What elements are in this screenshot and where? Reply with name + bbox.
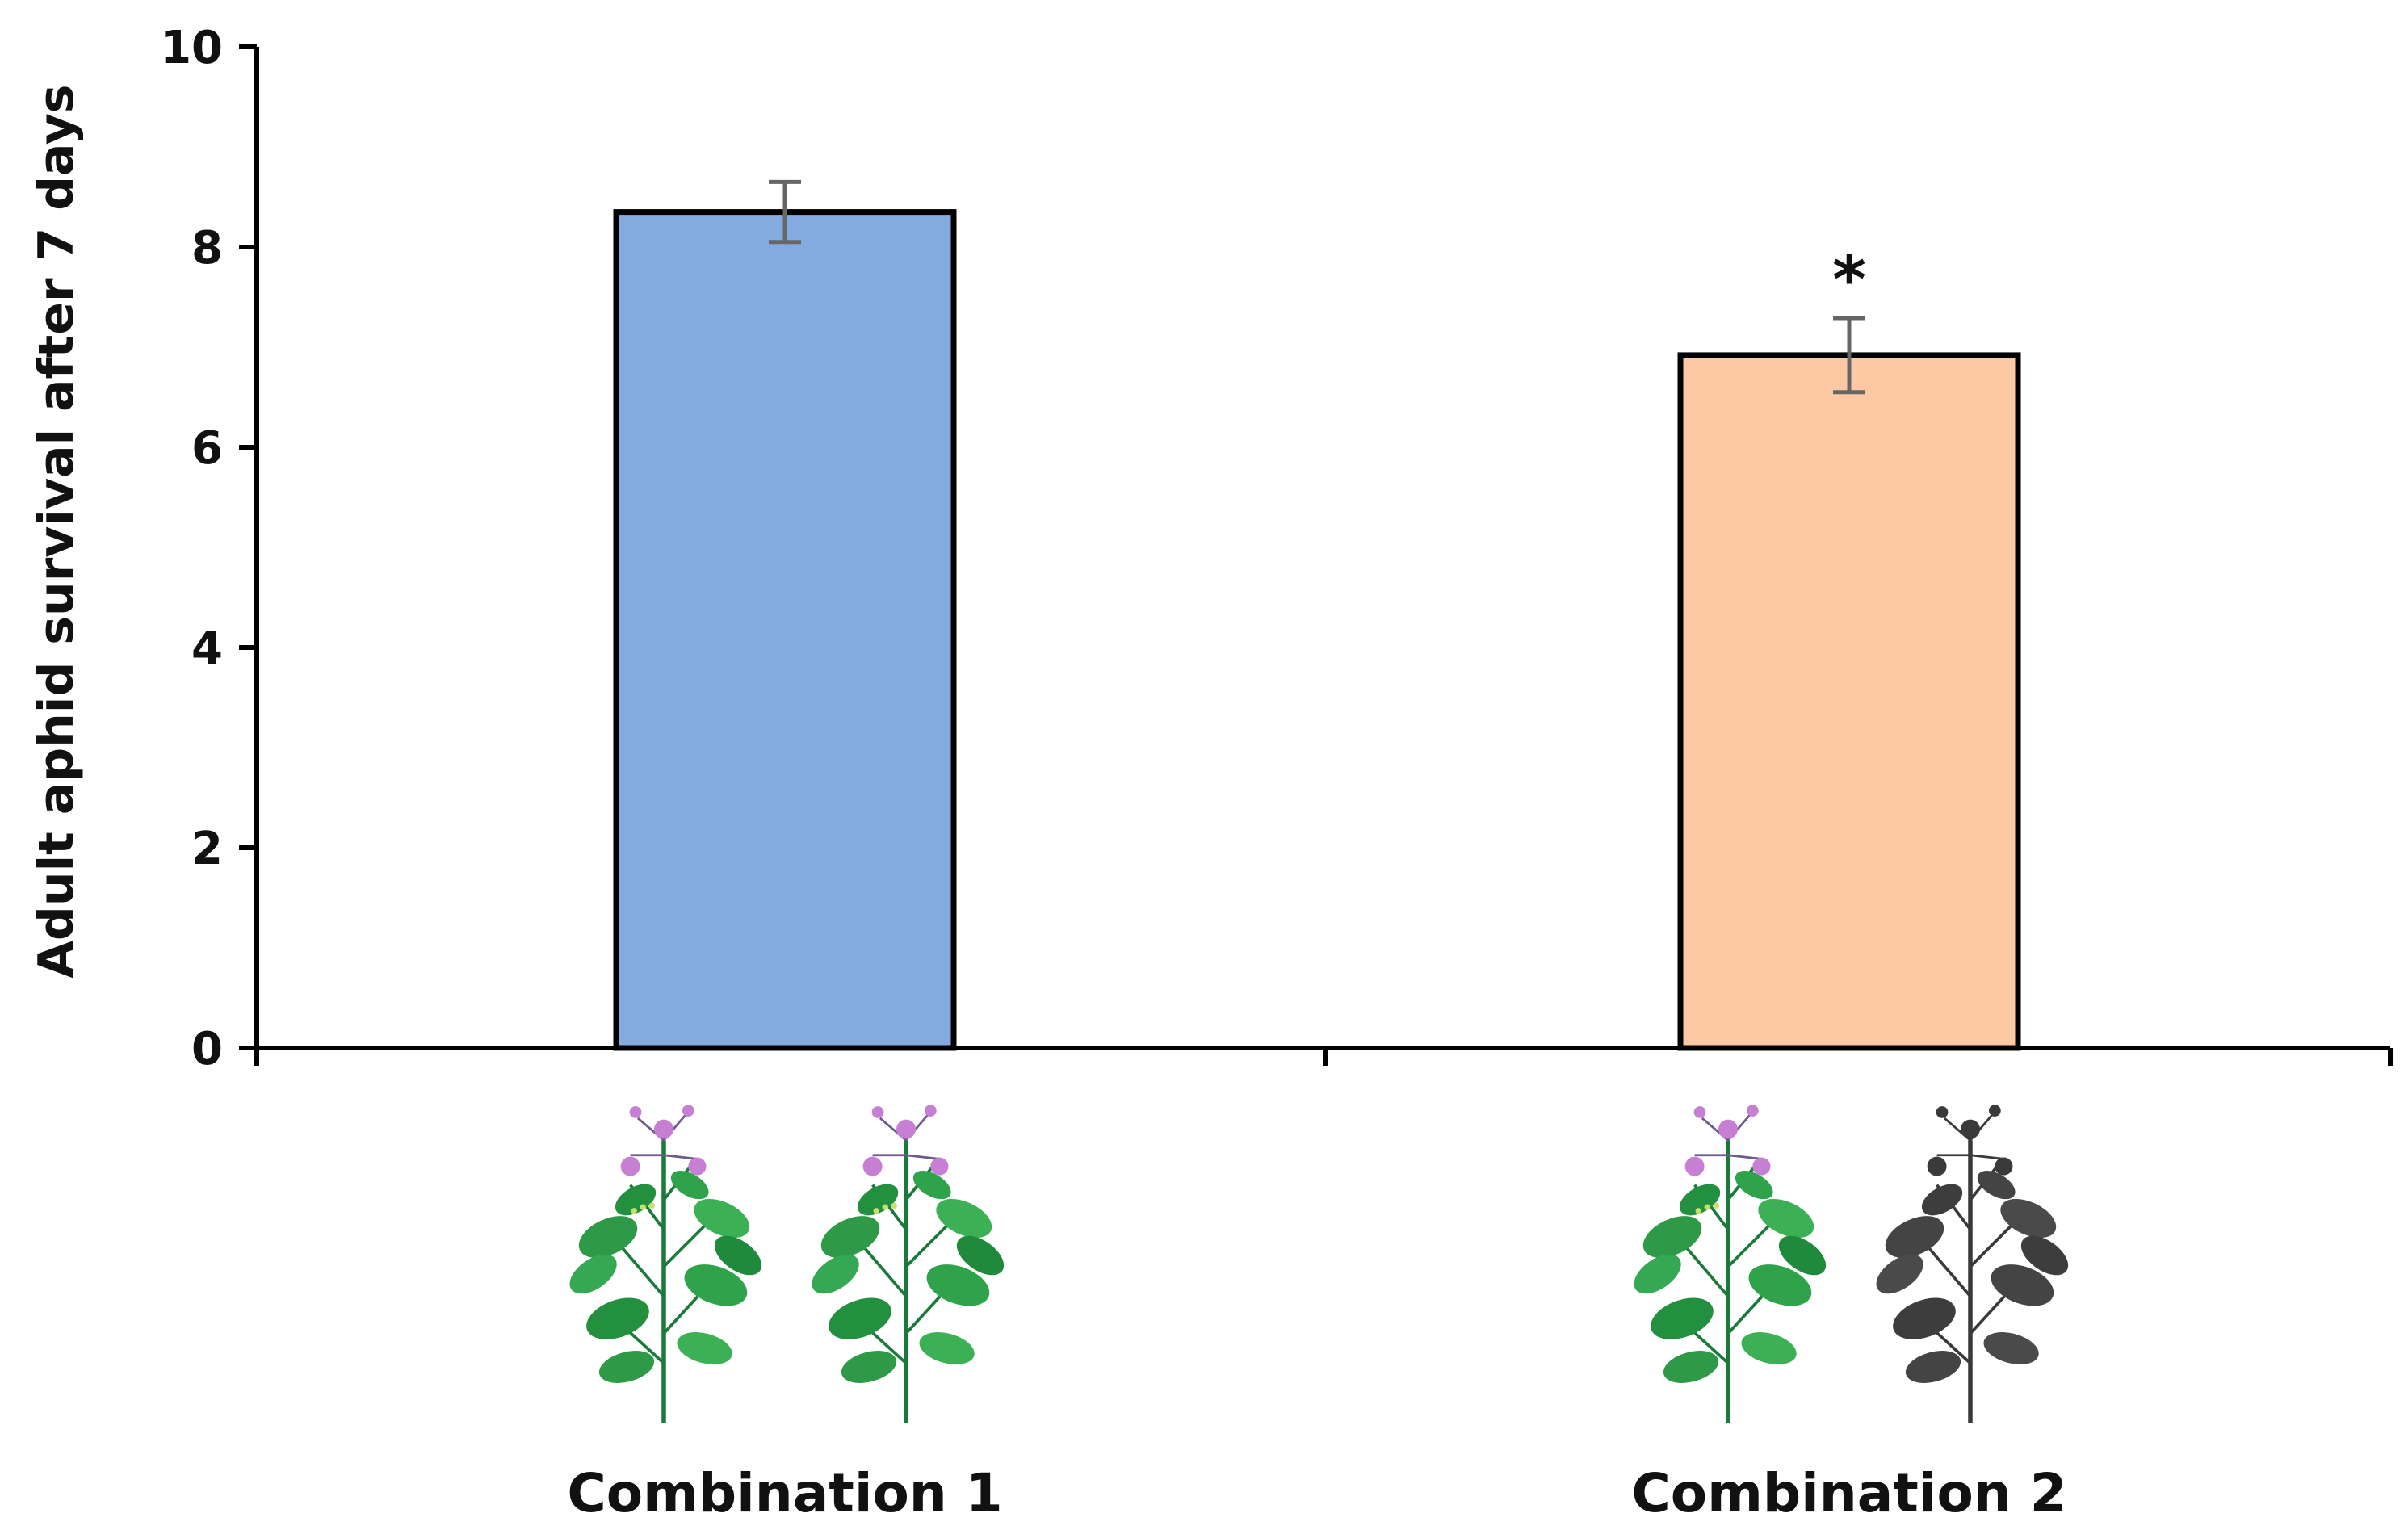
y-tick-label: 10 bbox=[160, 22, 223, 74]
significance-marker-2: * bbox=[1832, 242, 1866, 317]
plot-area: * 0 2 4 6 8 10 Combination 1 Combination 2 bbox=[160, 22, 2393, 1524]
y-axis-title: Adult aphid survival after 7 days bbox=[28, 84, 85, 978]
y-tick-label: 2 bbox=[191, 823, 223, 875]
plant-icon bbox=[805, 1105, 1011, 1423]
y-tick-label: 0 bbox=[191, 1023, 223, 1075]
plant-icon bbox=[563, 1105, 769, 1423]
bar-2 bbox=[1677, 352, 2021, 1051]
x-category-label: Combination 2 bbox=[1631, 1462, 2066, 1524]
plant-silhouette-icon bbox=[1869, 1105, 2075, 1423]
y-tick-label: 6 bbox=[191, 422, 223, 475]
x-category-label: Combination 1 bbox=[567, 1462, 1002, 1524]
plant-icon bbox=[1627, 1105, 1833, 1423]
y-tick-label: 8 bbox=[191, 222, 223, 275]
y-tick-label: 4 bbox=[191, 622, 223, 675]
bar-1 bbox=[613, 209, 957, 1051]
